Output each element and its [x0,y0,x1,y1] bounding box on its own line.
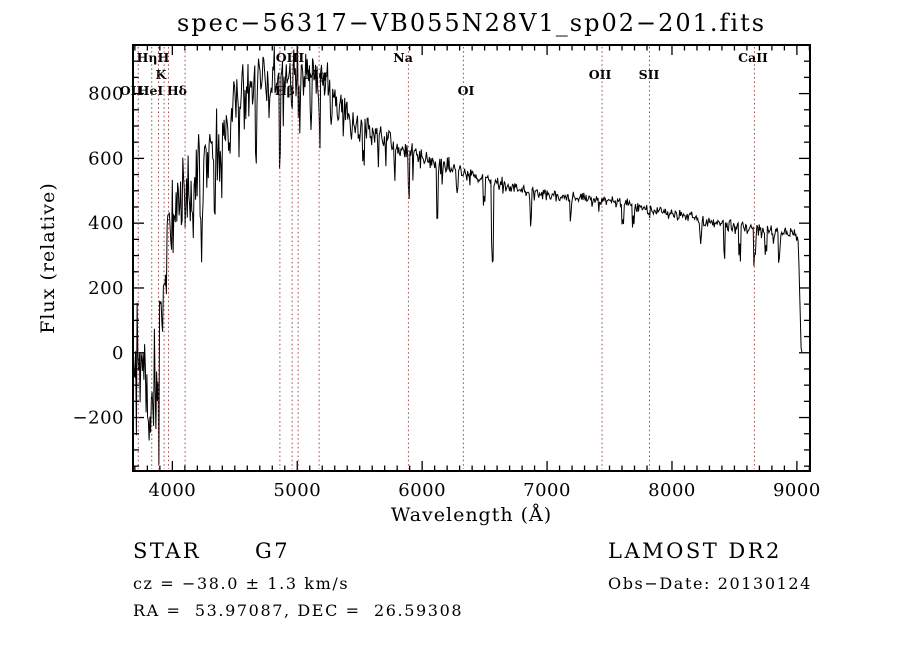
plot-frame [132,44,811,472]
y-tick-label: 0 [112,343,124,364]
x-tick-label: 8000 [648,480,696,501]
spectrum-trace [132,46,803,465]
object-subclass: G7 [255,539,291,563]
x-axis-title: Wavelength (Å) [390,504,553,526]
object-class: STAR [133,539,202,563]
ra-dec: RA = 53.97087, DEC = 26.59308 [133,601,464,620]
y-tick-label: 200 [88,278,124,299]
x-tick-label: 9000 [773,480,821,501]
spectral-line-label: OII [120,83,143,98]
spectral-line-label: HηH [137,50,170,65]
survey-release: LAMOST DR2 [608,539,782,563]
spectral-line-label: HeI [138,83,164,98]
spectral-line-label: CaII [738,50,768,65]
y-tick-label: 800 [88,84,124,105]
spectral-line-label: OII [589,67,612,82]
y-tick-label: 400 [88,213,124,234]
spectral-line-label: Hδ [167,83,187,98]
spectral-line-label: OI [458,83,475,98]
y-tick-label: 600 [88,148,124,169]
observation-date: Obs−Date: 20130124 [608,574,812,593]
spectral-line-label: Na [393,50,413,65]
spectral-line-label: SII [639,67,660,82]
spectral-line-label: K [156,67,168,82]
radial-velocity: cz = −38.0 ± 1.3 km/s [133,574,350,593]
y-tick-label: −200 [73,408,124,429]
plot-title: spec−56317−VB055N28V1_sp02−201.fits [176,9,767,37]
x-tick-label: 4000 [148,480,196,501]
x-tick-label: 5000 [273,480,321,501]
x-tick-label: 6000 [398,480,446,501]
x-tick-label: 7000 [523,480,571,501]
